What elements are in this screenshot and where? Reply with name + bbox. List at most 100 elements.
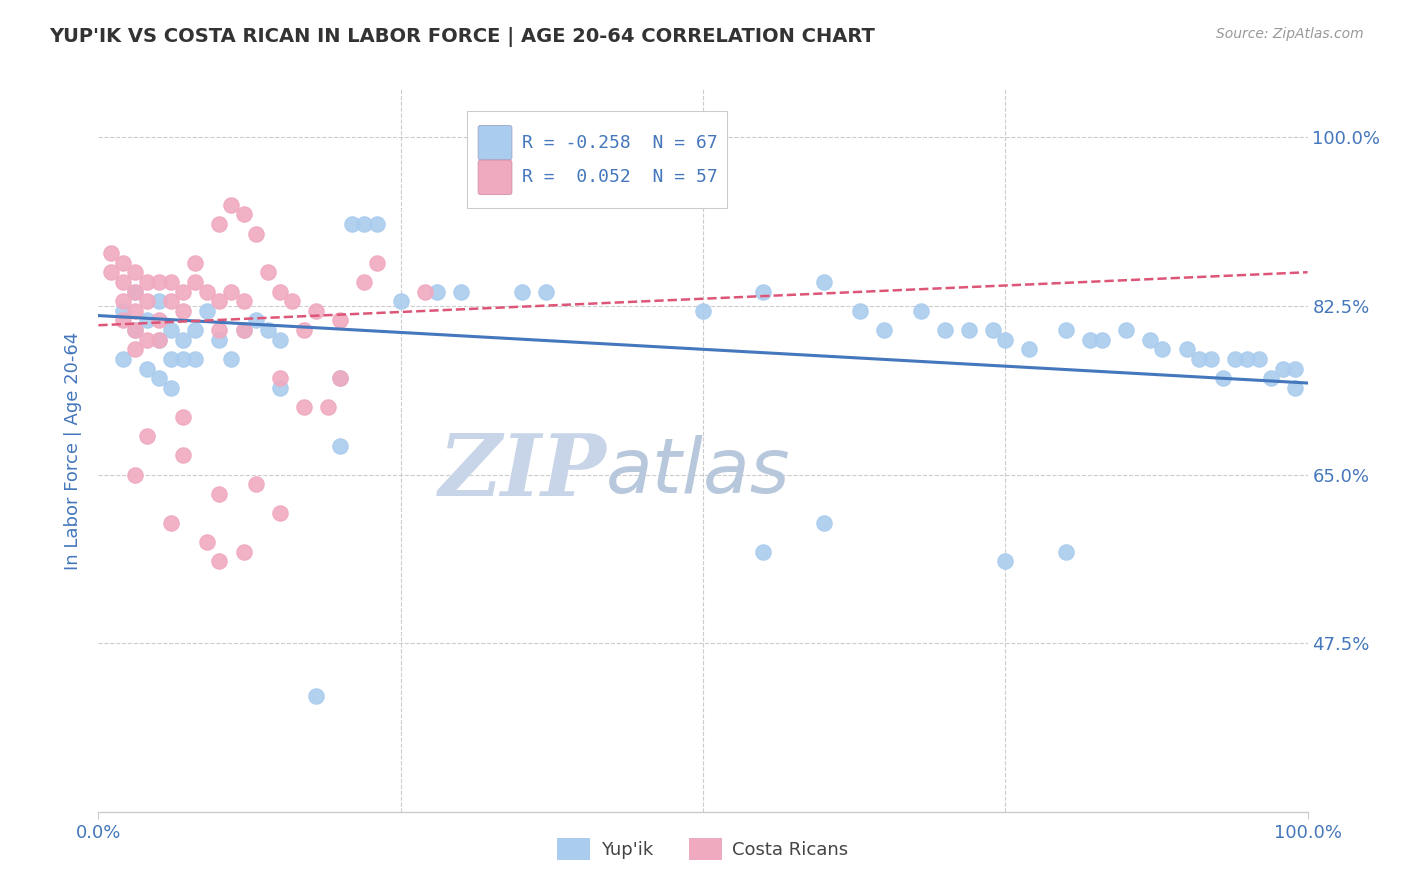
Point xyxy=(849,303,872,318)
Text: ZIP: ZIP xyxy=(439,430,606,514)
Point xyxy=(111,294,134,309)
FancyBboxPatch shape xyxy=(478,125,512,160)
Point xyxy=(1236,351,1258,366)
Point xyxy=(208,217,231,231)
Point xyxy=(245,227,267,241)
Point xyxy=(752,285,775,299)
Point xyxy=(245,313,267,327)
Point xyxy=(148,371,170,385)
Point xyxy=(256,265,278,279)
Text: R = -0.258  N = 67: R = -0.258 N = 67 xyxy=(522,134,717,152)
Text: Source: ZipAtlas.com: Source: ZipAtlas.com xyxy=(1216,27,1364,41)
Point xyxy=(232,294,254,309)
Point xyxy=(172,285,194,299)
Point xyxy=(124,303,146,318)
Point xyxy=(172,448,194,462)
Point xyxy=(1115,323,1137,337)
Point xyxy=(148,275,170,289)
Point xyxy=(692,303,714,318)
Point xyxy=(135,275,157,289)
Point xyxy=(813,275,835,289)
Point xyxy=(1018,343,1040,357)
Point xyxy=(221,198,243,212)
Point xyxy=(413,285,436,299)
Point xyxy=(124,323,146,337)
Point xyxy=(329,371,352,385)
Point xyxy=(148,333,170,347)
Point xyxy=(172,409,194,424)
Point xyxy=(981,323,1004,337)
Point xyxy=(160,516,183,530)
Point xyxy=(195,303,218,318)
Point xyxy=(389,294,412,309)
Point xyxy=(510,285,533,299)
Point xyxy=(1249,351,1271,366)
Point xyxy=(124,323,146,337)
Point xyxy=(1199,351,1222,366)
Point xyxy=(135,361,157,376)
Point xyxy=(1212,371,1234,385)
Point xyxy=(1175,343,1198,357)
Point xyxy=(450,285,472,299)
Point xyxy=(269,285,291,299)
Point xyxy=(208,554,231,568)
Point xyxy=(172,333,194,347)
Point xyxy=(221,285,243,299)
Point xyxy=(353,217,375,231)
Point xyxy=(100,265,122,279)
Point xyxy=(160,294,183,309)
Point xyxy=(208,333,231,347)
Point xyxy=(124,343,146,357)
Point xyxy=(111,303,134,318)
Point xyxy=(1054,544,1077,558)
Point xyxy=(232,323,254,337)
Point xyxy=(184,255,207,269)
Point xyxy=(100,246,122,260)
Text: R =  0.052  N = 57: R = 0.052 N = 57 xyxy=(522,169,717,186)
Point xyxy=(208,323,231,337)
Point xyxy=(752,544,775,558)
Point xyxy=(1223,351,1246,366)
Point xyxy=(329,371,352,385)
Point xyxy=(111,351,134,366)
Point xyxy=(195,535,218,549)
Point xyxy=(135,333,157,347)
Point xyxy=(1091,333,1114,347)
Point xyxy=(148,294,170,309)
Point xyxy=(1284,361,1306,376)
Point xyxy=(172,303,194,318)
FancyBboxPatch shape xyxy=(467,111,727,209)
Point xyxy=(184,323,207,337)
Point xyxy=(172,351,194,366)
Point xyxy=(148,313,170,327)
Point xyxy=(910,303,932,318)
Point xyxy=(292,400,315,414)
Point xyxy=(353,275,375,289)
Point xyxy=(184,275,207,289)
Point xyxy=(269,333,291,347)
Point xyxy=(269,506,291,520)
Point xyxy=(135,313,157,327)
Point xyxy=(232,544,254,558)
Point xyxy=(269,371,291,385)
Point xyxy=(1260,371,1282,385)
Point xyxy=(1078,333,1101,347)
Point xyxy=(160,275,183,289)
Point xyxy=(813,516,835,530)
Point xyxy=(208,294,231,309)
Point xyxy=(994,554,1017,568)
Point xyxy=(111,313,134,327)
Point xyxy=(305,303,328,318)
Point xyxy=(281,294,304,309)
Point xyxy=(160,323,183,337)
Point xyxy=(111,275,134,289)
Point xyxy=(342,217,364,231)
Point xyxy=(124,265,146,279)
Point xyxy=(195,285,218,299)
Point xyxy=(232,207,254,221)
Point xyxy=(208,487,231,501)
Point xyxy=(329,313,352,327)
Point xyxy=(245,477,267,491)
Point xyxy=(111,255,134,269)
Point xyxy=(873,323,896,337)
